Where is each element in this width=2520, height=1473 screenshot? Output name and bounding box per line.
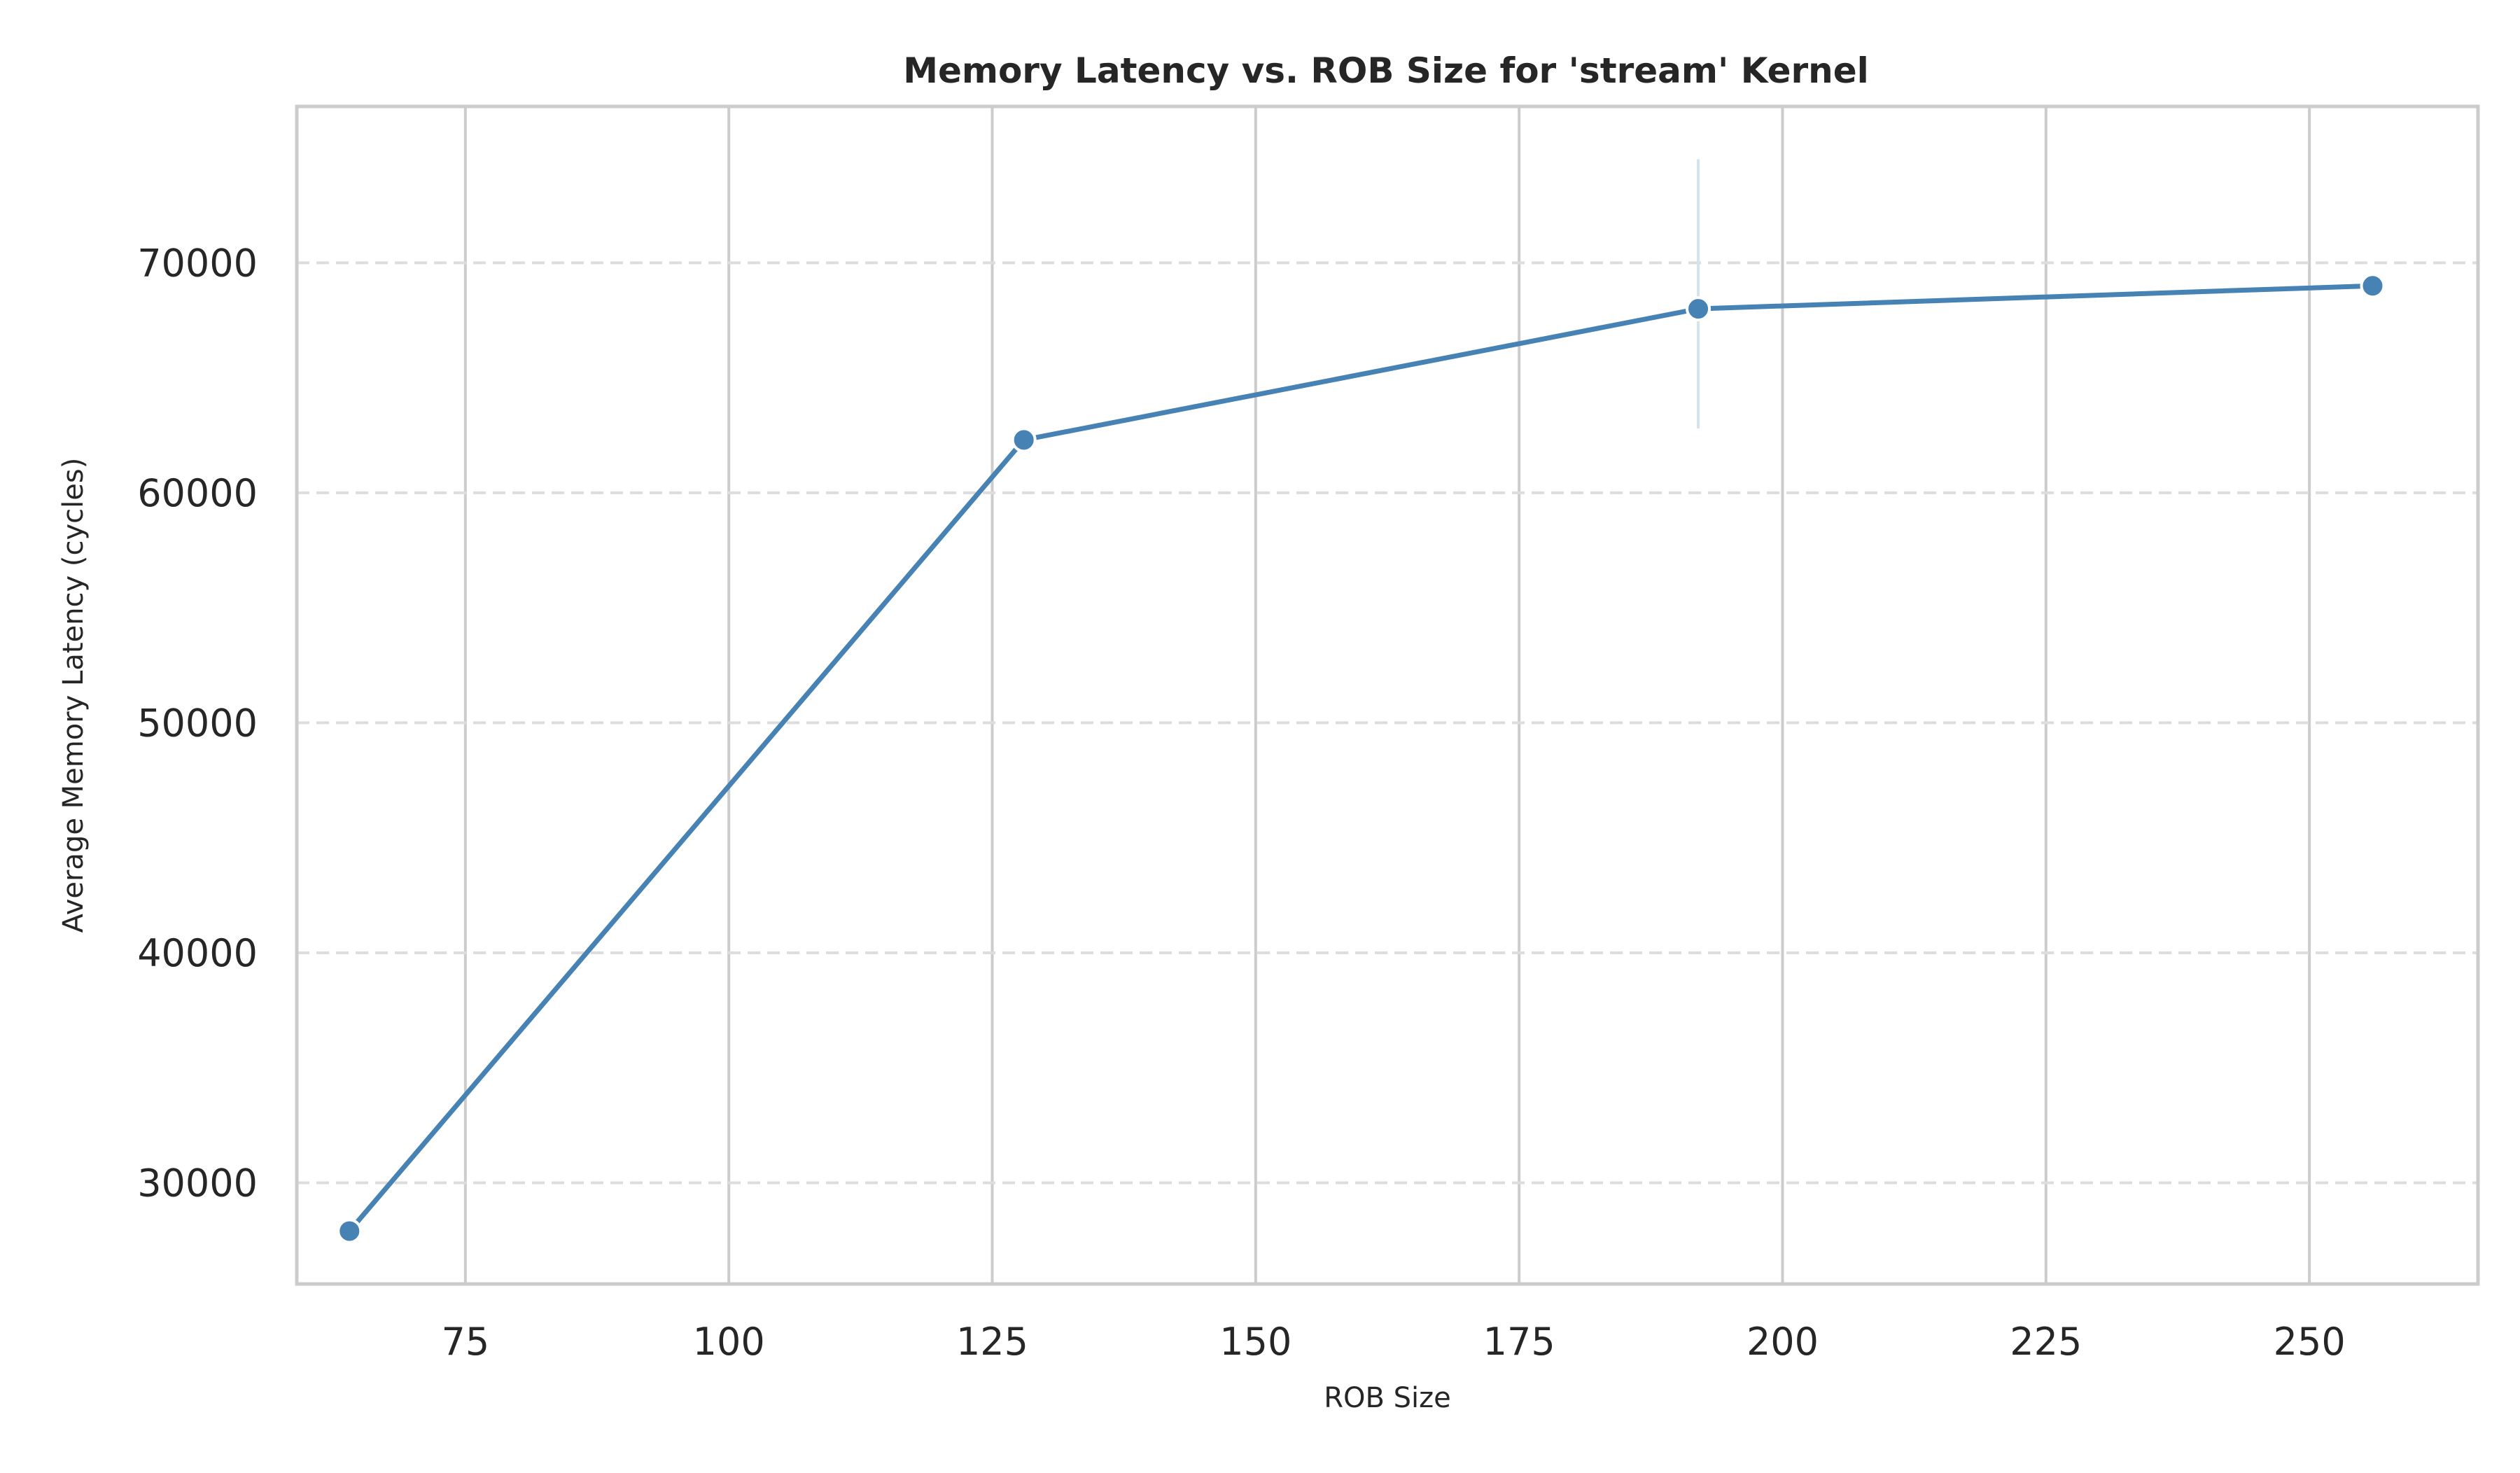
x-tick-label: 100: [693, 1320, 765, 1364]
y-tick-label: 30000: [137, 1161, 258, 1205]
y-tick-label: 50000: [137, 701, 258, 745]
data-point: [1686, 296, 1712, 322]
x-axis-ticks: 75 100 125 150 175 200 225 250: [441, 1320, 2345, 1364]
x-tick-label: 175: [1483, 1320, 1555, 1364]
x-axis-label: ROB Size: [1324, 1382, 1451, 1414]
grid-lines: [297, 106, 2478, 1284]
y-tick-label: 60000: [137, 471, 258, 515]
plot-area-frame: [295, 104, 2480, 1286]
x-tick-label: 150: [1219, 1320, 1292, 1364]
y-axis-ticks: 30000 40000 50000 60000 70000: [137, 241, 258, 1205]
data-point: [1011, 427, 1037, 453]
x-tick-label: 125: [956, 1320, 1028, 1364]
data-point: [2360, 273, 2386, 299]
y-tick-label: 70000: [137, 241, 258, 285]
x-tick-label: 75: [441, 1320, 489, 1364]
y-tick-label: 40000: [137, 931, 258, 975]
x-tick-label: 250: [2274, 1320, 2346, 1364]
data-point: [337, 1218, 363, 1244]
x-tick-label: 200: [1746, 1320, 1819, 1364]
chart-title: Memory Latency vs. ROB Size for 'stream'…: [903, 50, 1869, 91]
y-axis-label: Average Memory Latency (cycles): [57, 458, 90, 933]
series-line: [346, 283, 2375, 1234]
x-tick-label: 225: [2010, 1320, 2082, 1364]
data-series: [337, 273, 2386, 1244]
